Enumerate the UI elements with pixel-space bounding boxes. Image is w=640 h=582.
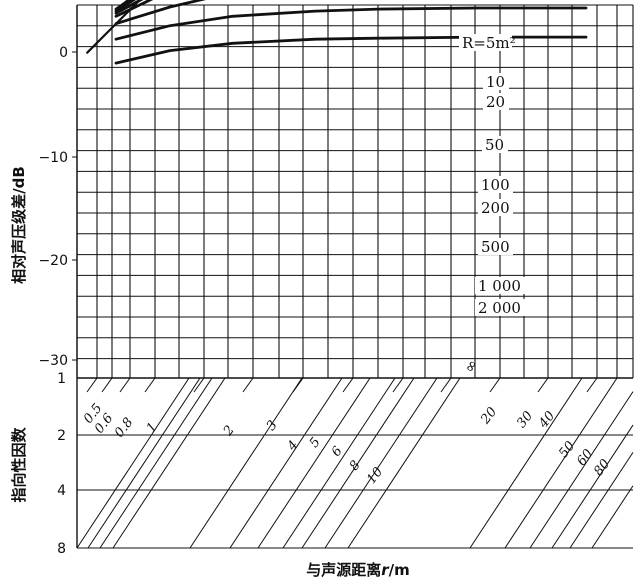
directivity-tick-label: 8 xyxy=(57,541,66,557)
directivity-line xyxy=(282,377,396,549)
curve-label-bg xyxy=(478,199,513,216)
x-axis-label-unit: /m xyxy=(389,561,410,579)
chart-curves xyxy=(86,0,588,65)
directivity-line xyxy=(76,377,190,549)
directivity-hatch xyxy=(489,377,501,393)
directivity-hatch xyxy=(342,377,354,393)
directivity-line xyxy=(569,452,634,549)
directivity-value-label: 40 xyxy=(536,409,559,432)
y-tick-label: 0 xyxy=(59,45,68,61)
directivity-value-label: 5 xyxy=(307,435,324,451)
directivity-hatch xyxy=(144,377,156,393)
directivity-hatch xyxy=(242,377,254,393)
directivity-line xyxy=(112,377,226,549)
curve-label-bg xyxy=(478,176,513,193)
directivity-hatch xyxy=(440,377,452,393)
directivity-line xyxy=(87,377,201,549)
directivity-hatch xyxy=(193,377,205,393)
curve-label: 20 xyxy=(486,93,505,111)
curve-label: 200 xyxy=(481,199,510,217)
curve-label: 50 xyxy=(485,136,504,154)
directivity-value-label: 0.8 xyxy=(112,415,137,441)
x-axis-label: 与声源距离r/m xyxy=(306,561,410,579)
directivity-hatch xyxy=(586,377,598,393)
directivity-line xyxy=(189,377,303,549)
directivity-line xyxy=(469,377,583,549)
y-tick-label: −30 xyxy=(38,353,68,369)
directivity-line xyxy=(504,377,618,549)
directivity-value-label: 8 xyxy=(347,458,364,474)
y-axis-label: 相对声压级差/dB xyxy=(10,166,28,284)
curve-label-bg xyxy=(478,238,513,255)
curve-label-bg xyxy=(483,93,509,110)
curve-label: ∞ xyxy=(460,356,482,376)
curve-label-bg xyxy=(475,277,528,294)
directivity-hatch xyxy=(101,377,113,393)
directivity-value-label: 20 xyxy=(478,405,501,428)
curve-label-bg xyxy=(482,136,508,153)
directivity-tick-label: 4 xyxy=(57,483,66,499)
directivity-value-label: 2 xyxy=(220,423,238,440)
curve-10 xyxy=(114,6,588,41)
chart-grid xyxy=(72,4,634,549)
directivity-value-label: 1 xyxy=(144,420,161,436)
directivity-value-label: 4 xyxy=(284,438,302,455)
directivity-line xyxy=(324,377,438,549)
directivity-hatch xyxy=(292,377,304,393)
directivity-value-label: 30 xyxy=(514,409,536,431)
y-tick-label: −20 xyxy=(38,253,68,269)
directivity-hatch xyxy=(537,377,549,393)
curve-label-bg xyxy=(459,34,512,51)
directivity-hatch xyxy=(392,377,404,393)
x-axis-label-text: 与声源距离 xyxy=(306,561,381,579)
curve-label: 10 xyxy=(486,73,505,91)
curve-label: 500 xyxy=(481,238,510,256)
directivity-line xyxy=(229,377,343,549)
directivity-line xyxy=(347,377,461,549)
directivity-tick-label: 1 xyxy=(57,371,66,387)
directivity-value-label: 60 xyxy=(574,447,596,469)
curve-20 xyxy=(114,0,207,25)
directivity-line xyxy=(99,377,213,549)
curve-label-bg xyxy=(475,299,528,316)
directivity-tick-label: 2 xyxy=(57,428,66,444)
directivity-line xyxy=(551,424,634,549)
directivity-hatch xyxy=(86,377,98,393)
curve-label: 2 000 xyxy=(478,299,521,317)
directivity-line xyxy=(591,485,634,549)
directivity-line xyxy=(301,377,415,549)
curve-label: 1 000 xyxy=(478,277,521,295)
curve-label: 100 xyxy=(481,176,510,194)
directivity-line xyxy=(529,391,634,549)
directivity-lines xyxy=(76,377,634,549)
directivity-line xyxy=(257,377,371,549)
directivity-axis-label: 指向性因数 xyxy=(10,427,28,503)
curve-label: R=5m² xyxy=(462,34,516,52)
curve-label-bg xyxy=(483,73,509,90)
x-axis-label-var: r xyxy=(381,561,390,579)
y-tick-label: −10 xyxy=(38,150,68,166)
directivity-hatch xyxy=(119,377,131,393)
